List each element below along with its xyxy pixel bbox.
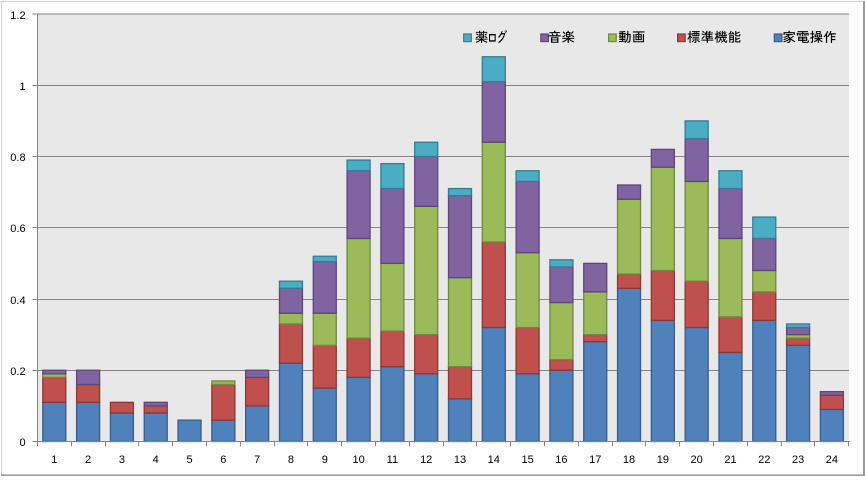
svg-text:14: 14 xyxy=(488,454,500,466)
svg-text:0.6: 0.6 xyxy=(10,223,25,235)
svg-text:17: 17 xyxy=(589,454,601,466)
svg-text:6: 6 xyxy=(220,454,226,466)
svg-text:0.2: 0.2 xyxy=(10,366,25,378)
svg-text:1: 1 xyxy=(19,81,25,93)
svg-text:0.8: 0.8 xyxy=(10,152,25,164)
svg-text:3: 3 xyxy=(119,454,125,466)
svg-text:20: 20 xyxy=(691,454,703,466)
svg-text:5: 5 xyxy=(186,454,192,466)
svg-text:2: 2 xyxy=(85,454,91,466)
svg-text:8: 8 xyxy=(288,454,294,466)
svg-text:0: 0 xyxy=(19,437,25,449)
svg-text:22: 22 xyxy=(758,454,770,466)
svg-text:23: 23 xyxy=(792,454,804,466)
svg-text:10: 10 xyxy=(352,454,364,466)
svg-text:11: 11 xyxy=(387,454,398,466)
svg-text:12: 12 xyxy=(420,454,432,466)
svg-text:21: 21 xyxy=(724,454,736,466)
svg-text:16: 16 xyxy=(555,454,567,466)
svg-text:1: 1 xyxy=(51,454,57,466)
svg-text:18: 18 xyxy=(623,454,635,466)
svg-text:7: 7 xyxy=(254,454,260,466)
svg-text:19: 19 xyxy=(657,454,669,466)
svg-text:4: 4 xyxy=(153,454,159,466)
svg-text:15: 15 xyxy=(521,454,533,466)
svg-text:9: 9 xyxy=(322,454,328,466)
svg-text:24: 24 xyxy=(826,454,838,466)
svg-text:0.4: 0.4 xyxy=(10,295,25,307)
svg-text:13: 13 xyxy=(454,454,466,466)
svg-text:1.2: 1.2 xyxy=(10,10,25,22)
